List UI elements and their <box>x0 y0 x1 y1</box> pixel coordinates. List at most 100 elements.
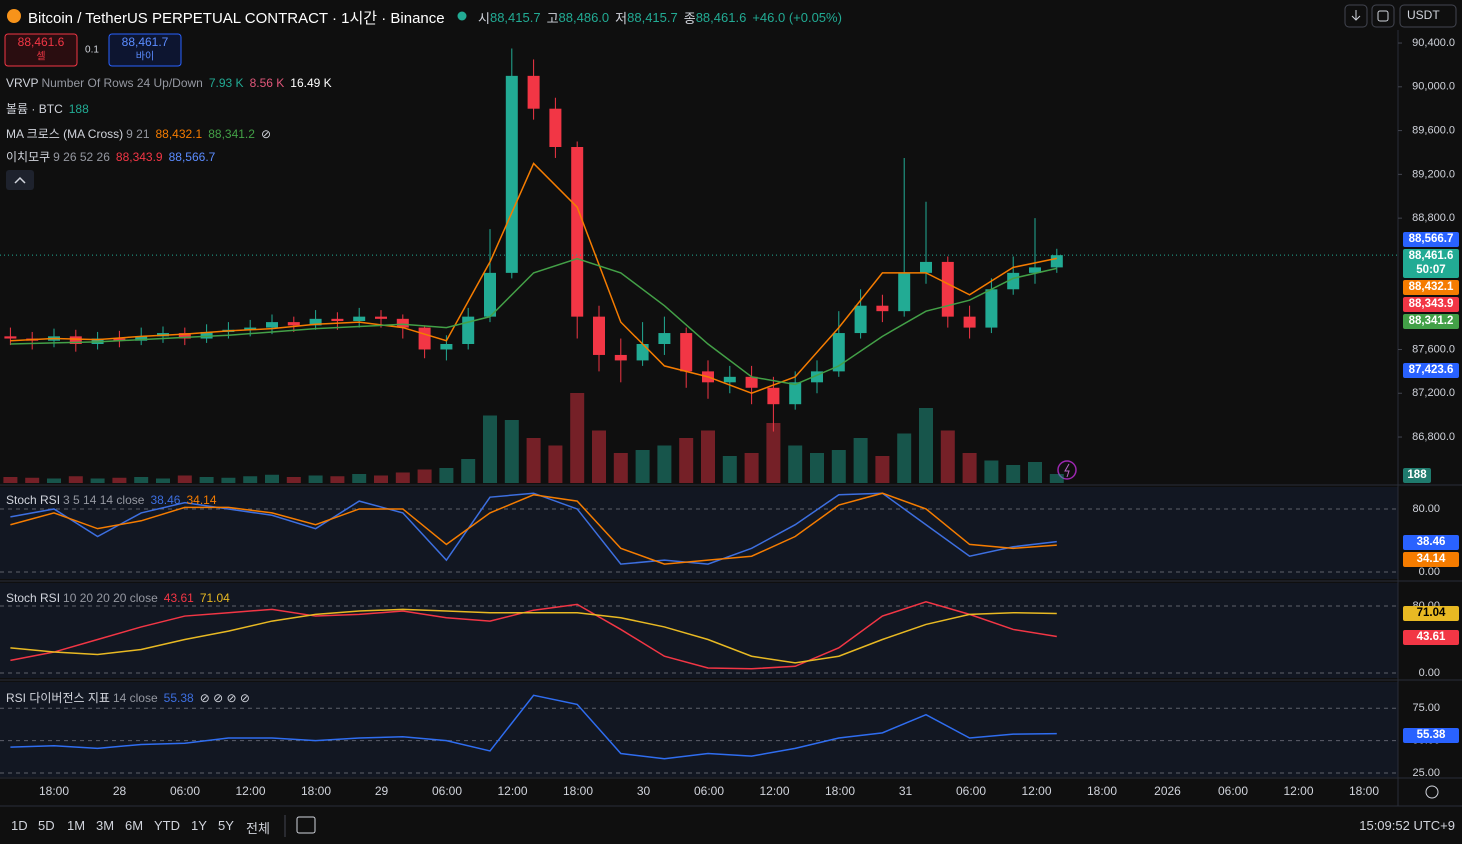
timeframe-button[interactable]: YTD <box>154 818 180 833</box>
timeframe-button[interactable]: 3M <box>96 818 115 833</box>
candle-body <box>745 376 758 388</box>
candle-body <box>549 108 562 147</box>
candle-body <box>636 344 649 361</box>
currency-button[interactable] <box>1399 4 1457 28</box>
collapse-button[interactable] <box>6 170 34 190</box>
timeframe-button[interactable]: 전체 <box>246 821 270 836</box>
candle-body <box>723 376 736 383</box>
price-badge: 88,343.9 <box>1403 297 1459 312</box>
volume-bar <box>919 408 933 483</box>
icon <box>1377 10 1389 22</box>
value-badge: 55.38 <box>1403 728 1459 743</box>
volume-bar <box>134 477 149 483</box>
volume-bar <box>286 477 301 483</box>
volume-bar <box>810 453 824 483</box>
volume-bar <box>483 415 497 483</box>
volume-bar <box>744 453 759 483</box>
y-tick-label: 87,200.0 <box>1412 387 1455 399</box>
y-tick-label: 0.00 <box>1419 667 1440 679</box>
candle-body <box>484 272 496 317</box>
x-tick-label: 28 <box>113 784 127 798</box>
x-tick-label: 06:00 <box>694 784 724 798</box>
volume-bar <box>308 475 323 483</box>
volume-bar <box>1049 474 1064 483</box>
icon <box>1351 10 1361 21</box>
x-tick-label: 06:00 <box>1218 784 1248 798</box>
timeframe-button[interactable]: 1D <box>11 818 28 833</box>
buy-button[interactable] <box>108 33 182 67</box>
volume-bar <box>25 477 40 483</box>
panel-params: 3 5 14 14 close <box>63 493 145 507</box>
volume-bar <box>788 445 803 483</box>
x-tick-label: 06:00 <box>432 784 462 798</box>
fullscreen-button[interactable] <box>1371 4 1395 28</box>
x-tick-label: 12:00 <box>497 784 527 798</box>
indicator-line <box>10 257 1057 386</box>
symbol-title: Bitcoin / TetherUS PERPETUAL CONTRACT · … <box>28 10 445 27</box>
panel-legend: RSI 다이버전스 지표 14 close 55.38 ⊘ ⊘ ⊘ ⊘ <box>6 689 250 706</box>
indicator-line <box>10 608 1057 664</box>
x-tick-label: 18:00 <box>1349 784 1379 798</box>
y-tick-label: 88,800.0 <box>1412 212 1455 224</box>
volume-bar <box>47 478 61 483</box>
x-tick-label: 06:00 <box>956 784 986 798</box>
settings-icon[interactable] <box>1425 785 1439 799</box>
ohlc-label: 고 <box>546 11 559 26</box>
candle-body <box>571 146 584 317</box>
candle-body <box>69 336 82 345</box>
sell-label: 셀 <box>36 51 45 63</box>
volume-bar <box>940 430 955 483</box>
indicator-name: VRVP <box>6 76 39 90</box>
y-tick-label: 89,600.0 <box>1412 124 1455 136</box>
candle-body <box>244 327 257 330</box>
candle-body <box>505 75 518 273</box>
timeframe-button[interactable]: 5Y <box>218 818 234 833</box>
download-button[interactable] <box>1344 4 1368 28</box>
volume-bar <box>112 477 127 483</box>
volume-bar <box>1028 462 1042 483</box>
x-tick-label: 18:00 <box>301 784 331 798</box>
currency: USDT <box>1407 8 1440 22</box>
x-tick-label: 18:00 <box>825 784 855 798</box>
volume-bar <box>417 469 432 483</box>
quantity: 0.1 <box>85 45 99 56</box>
value-badge: 43.61 <box>1403 630 1459 645</box>
volume-bar <box>199 477 214 483</box>
candle-body <box>876 305 889 312</box>
candle-body <box>353 316 366 322</box>
panel-bg <box>0 682 1398 777</box>
timeframe-button[interactable]: 6M <box>125 818 144 833</box>
alert-icon[interactable] <box>1057 460 1077 480</box>
timeframe-button[interactable]: 1Y <box>191 818 207 833</box>
indicator-value: 7.93 K <box>208 76 244 90</box>
candle-body <box>375 316 387 319</box>
compare-icon[interactable] <box>296 816 316 834</box>
candle-body <box>4 336 17 339</box>
candle-body <box>789 382 802 405</box>
indicator-name: 볼륨 · BTC <box>6 102 63 116</box>
hidden-icons[interactable]: ⊘ ⊘ ⊘ ⊘ <box>199 690 250 705</box>
panel-value: 43.61 <box>163 591 194 605</box>
ohlc-label: 저 <box>615 11 628 26</box>
x-tick-label: 30 <box>637 784 651 798</box>
volume-bar <box>68 476 83 483</box>
volume-bar <box>243 476 258 483</box>
ohlc-value: 88,486.0 <box>558 10 610 25</box>
coin-logo <box>7 9 21 23</box>
ohlc-label: 종 <box>683 11 696 26</box>
sell-button[interactable] <box>4 33 78 67</box>
candle-body <box>614 354 627 361</box>
timeframe-button[interactable]: 1M <box>67 818 86 833</box>
ohlc-value: 88,461.6 <box>695 10 747 25</box>
indicator-value: 16.49 K <box>290 76 332 90</box>
candle-body <box>266 322 278 328</box>
indicator-legend: MA 크로스 (MA Cross) 9 21 88,432.1 88,341.2 ⊘ <box>6 125 271 142</box>
value-badge: 34.14 <box>1403 552 1459 567</box>
hidden-icon[interactable]: ⊘ <box>260 126 271 141</box>
timeframe-button[interactable]: 5D <box>38 818 55 833</box>
y-tick-label: 75.00 <box>1412 702 1440 714</box>
candle-body <box>113 338 126 341</box>
indicator-name: MA 크로스 (MA Cross) <box>6 127 124 141</box>
indicator-params: Number Of Rows 24 Up/Down <box>41 76 203 90</box>
